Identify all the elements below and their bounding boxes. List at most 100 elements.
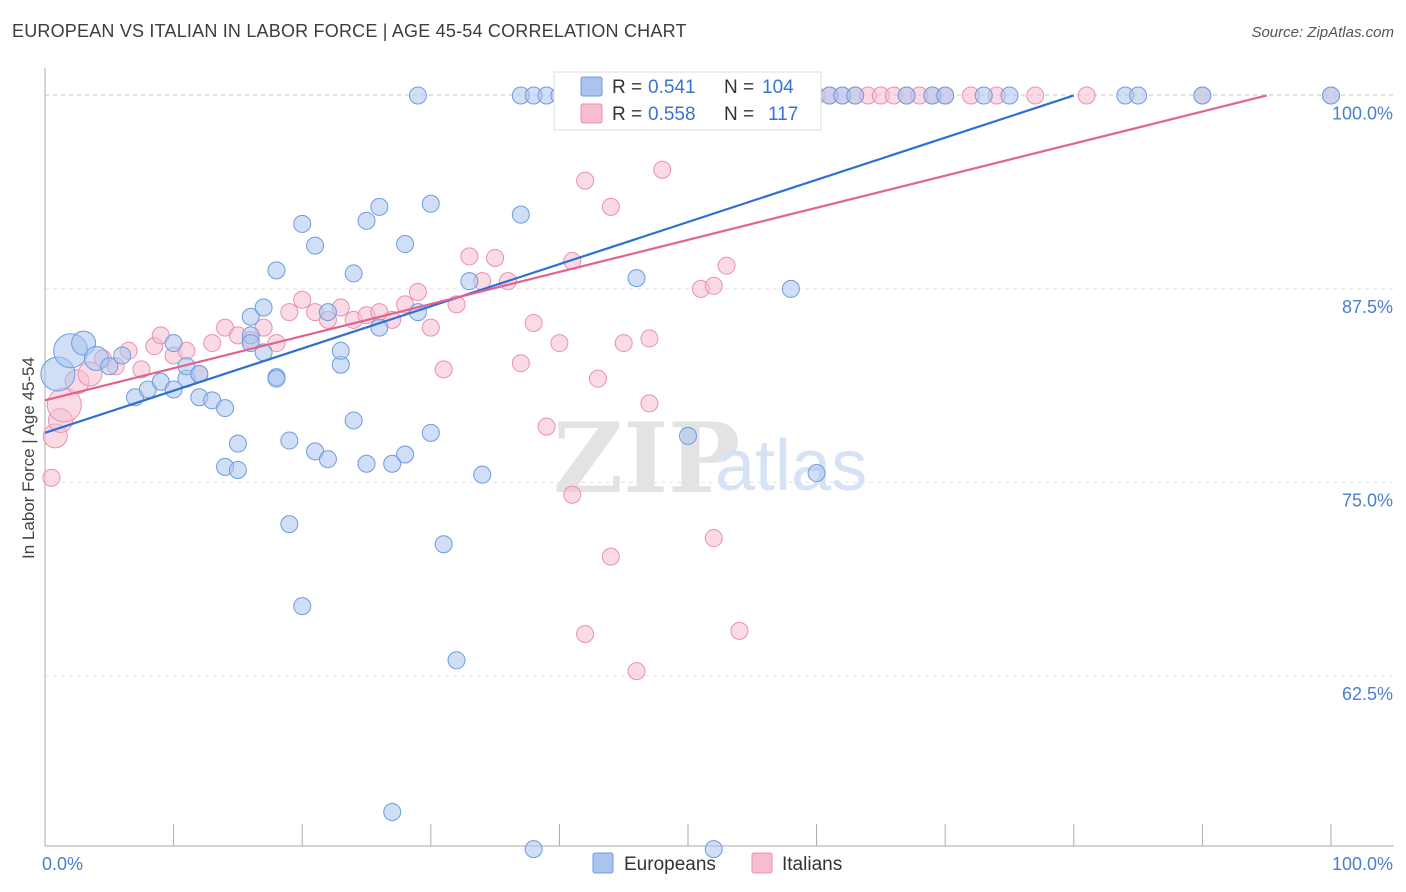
italians-point-0 <box>42 468 61 487</box>
italians-point-37 <box>486 248 505 267</box>
x-tick-label-1: 100.0% <box>1332 854 1393 874</box>
europeans-point-43 <box>370 197 389 216</box>
europeans-point-27 <box>267 261 286 280</box>
italians-point-74 <box>1026 86 1045 105</box>
italians-point-56 <box>704 529 723 548</box>
europeans-point-26 <box>267 369 286 388</box>
europeans-point-38 <box>344 264 363 283</box>
italians-trend-line <box>44 94 1267 402</box>
trend-lines <box>44 94 1267 434</box>
italians-point-42 <box>550 334 569 353</box>
italians-point-44 <box>563 485 582 504</box>
europeans-point-37 <box>331 341 350 360</box>
italians-point-57 <box>704 276 723 295</box>
italians-point-53 <box>640 329 659 348</box>
europeans-point-34 <box>318 450 337 469</box>
legend-swatch-europeans <box>580 76 603 97</box>
europeans-point-42 <box>370 318 389 337</box>
legend-n-value-2: 117 <box>768 104 798 125</box>
europeans-point-87 <box>936 86 955 105</box>
y-tick-label-2: 87.5% <box>1342 297 1393 317</box>
europeans-point-91 <box>1129 86 1148 105</box>
bottom-legend-europeans: Europeans <box>624 854 716 875</box>
italians-point-45 <box>576 171 595 190</box>
italians-point-32 <box>421 318 440 337</box>
italians-point-15 <box>203 334 222 353</box>
europeans-point-31 <box>293 214 312 233</box>
europeans-point-5 <box>113 346 132 365</box>
italians-points <box>42 86 1340 681</box>
italians-point-47 <box>588 369 607 388</box>
europeans-point-57 <box>627 269 646 288</box>
x-tick-labels: 0.0% 100.0% <box>42 854 1393 874</box>
europeans-point-20 <box>241 307 260 326</box>
italians-point-9 <box>132 360 151 379</box>
europeans-point-9 <box>164 380 183 399</box>
bottom-legend: Europeans Italians <box>592 852 842 875</box>
europeans-point-28 <box>280 431 299 450</box>
y-tick-label-1: 75.0% <box>1342 490 1393 510</box>
watermark-atlas: atlas <box>715 426 867 506</box>
italians-point-59 <box>730 621 749 640</box>
italians-point-21 <box>280 303 299 322</box>
europeans-point-47 <box>396 445 415 464</box>
europeans-point-51 <box>434 535 453 554</box>
europeans-point-89 <box>1000 86 1019 105</box>
italians-point-75 <box>1077 86 1096 105</box>
europeans-point-19 <box>228 460 247 479</box>
europeans-point-45 <box>383 802 402 821</box>
europeans-trend-line <box>44 94 1075 434</box>
legend-swatch-italians <box>580 103 603 124</box>
y-axis-label: In Labor Force | Age 45-54 <box>19 357 38 559</box>
europeans-point-60 <box>781 279 800 298</box>
italians-point-41 <box>537 417 556 436</box>
europeans-point-44 <box>383 454 402 473</box>
grid-lines <box>45 93 1394 677</box>
legend-n-label-1: N = <box>724 77 754 98</box>
europeans-point-84 <box>846 86 865 105</box>
europeans-point-10 <box>164 334 183 353</box>
europeans-point-49 <box>421 194 440 213</box>
europeans-point-24 <box>254 298 273 317</box>
y-tick-label-3: 100.0% <box>1332 103 1393 123</box>
europeans-point-56 <box>524 840 543 859</box>
chart-title: EUROPEAN VS ITALIAN IN LABOR FORCE | AGE… <box>12 21 687 41</box>
europeans-point-92 <box>1193 86 1212 105</box>
europeans-point-40 <box>357 454 376 473</box>
europeans-point-93 <box>1322 86 1340 105</box>
europeans-point-30 <box>293 597 312 616</box>
bottom-legend-swatch-italians <box>751 852 773 874</box>
europeans-point-88 <box>974 86 993 105</box>
europeans-point-29 <box>280 515 299 534</box>
italians-point-35 <box>460 247 479 266</box>
top-legend: R = 0.541 N = 104 R = 0.558 N = 117 <box>553 71 822 131</box>
europeans-point-54 <box>473 465 492 484</box>
italians-point-49 <box>601 547 620 566</box>
europeans-point-18 <box>228 434 247 453</box>
europeans-point-58 <box>679 426 697 445</box>
legend-r-label-2: R = <box>612 104 642 125</box>
europeans-point-62 <box>408 86 427 105</box>
italians-point-33 <box>434 360 453 379</box>
europeans-point-32 <box>306 236 325 255</box>
europeans-point-52 <box>447 651 466 670</box>
bottom-legend-swatch-europeans <box>592 852 614 874</box>
italians-point-39 <box>511 354 530 373</box>
italians-point-22 <box>293 290 312 309</box>
x-tick-label-0: 0.0% <box>42 854 83 874</box>
italians-point-40 <box>524 313 543 332</box>
legend-r-value-2: 0.558 <box>648 104 696 125</box>
italians-point-50 <box>614 334 633 353</box>
legend-n-value-1: 104 <box>762 77 794 98</box>
europeans-point-59 <box>704 840 723 859</box>
italians-point-54 <box>653 160 672 179</box>
watermark-zip: ZIP <box>553 402 740 515</box>
italians-point-48 <box>601 197 620 216</box>
europeans-point-4 <box>100 357 119 376</box>
y-tick-label-0: 62.5% <box>1342 684 1393 704</box>
europeans-point-85 <box>897 86 916 105</box>
source-label: Source: ZipAtlas.com <box>1251 24 1394 41</box>
italians-point-51 <box>627 662 646 681</box>
europeans-point-41 <box>357 211 376 230</box>
legend-r-value-1: 0.541 <box>648 77 696 98</box>
